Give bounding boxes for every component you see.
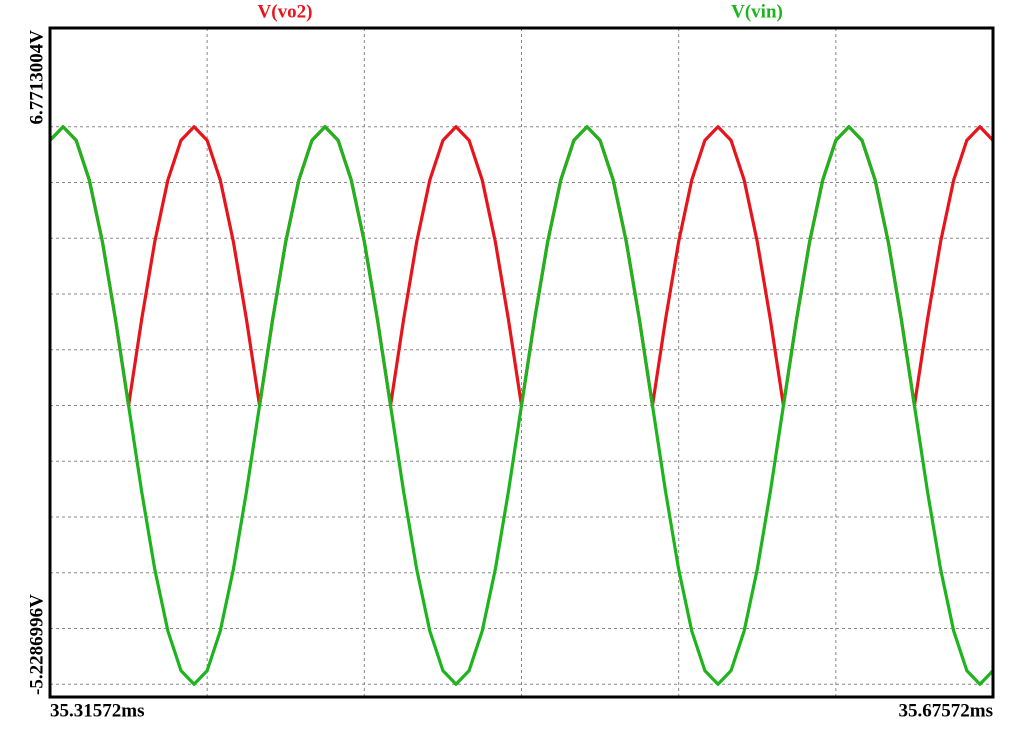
x-tick-label: 35.31572ms (50, 700, 144, 721)
legend-label: V(vo2) (258, 1, 313, 22)
traces (48, 125, 995, 686)
x-tick-label: 35.67572ms (899, 700, 993, 721)
grid (50, 28, 993, 697)
trace-line (48, 125, 995, 686)
legend-label: V(vin) (731, 1, 783, 22)
plot-frame (48, 26, 995, 699)
y-tick-label: -5.2286996V (26, 594, 47, 695)
y-tick-label: 6.7713004V (26, 30, 47, 125)
